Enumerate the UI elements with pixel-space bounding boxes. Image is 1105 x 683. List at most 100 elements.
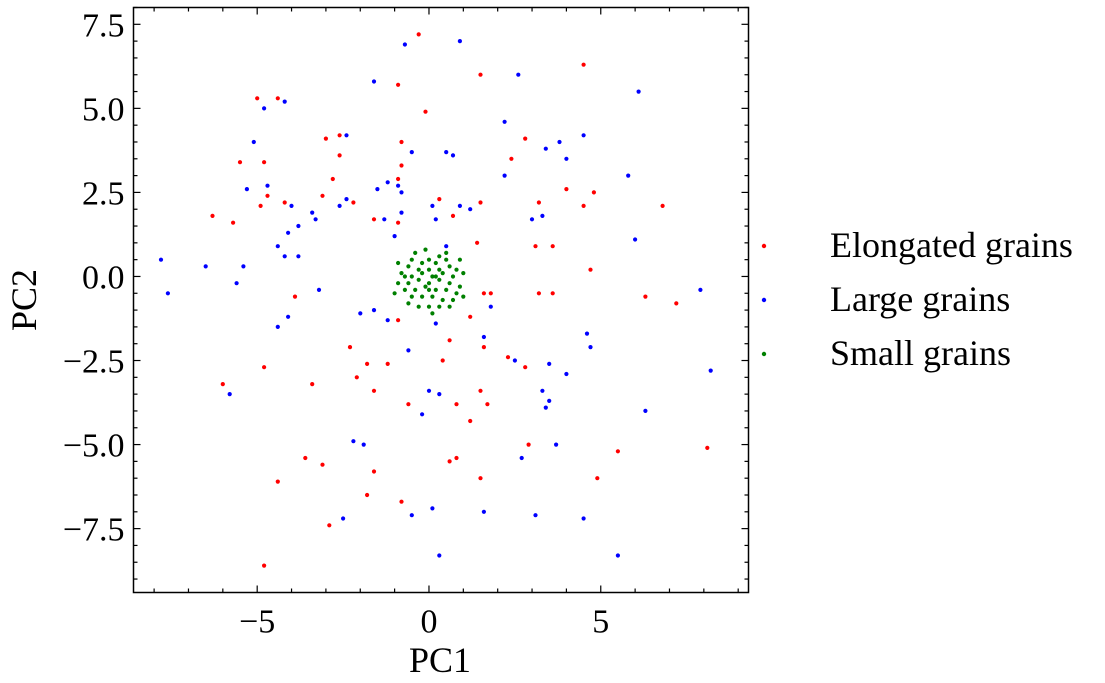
- data-point: [423, 284, 428, 289]
- data-point: [426, 287, 432, 292]
- data-point: [351, 200, 356, 205]
- data-point: [375, 187, 380, 192]
- data-point: [450, 297, 456, 303]
- data-point: [341, 516, 346, 521]
- data-point: [457, 39, 462, 44]
- data-point: [399, 499, 404, 504]
- data-point: [440, 358, 445, 363]
- data-point: [396, 176, 401, 182]
- data-point: [337, 133, 342, 138]
- data-point: [581, 516, 586, 521]
- data-point: [444, 250, 449, 255]
- data-point: [433, 260, 438, 266]
- data-point: [361, 442, 366, 447]
- legend-marker: [761, 243, 767, 249]
- data-point: [581, 133, 586, 138]
- data-point: [409, 294, 414, 299]
- data-point: [461, 271, 466, 276]
- y-tick-label: −5.0: [63, 428, 125, 465]
- data-point: [399, 163, 404, 168]
- data-point: [447, 459, 452, 464]
- legend-item: Small grains: [761, 333, 1011, 373]
- data-point: [547, 398, 552, 403]
- data-point: [450, 274, 456, 279]
- data-point: [420, 294, 425, 299]
- data-point: [636, 89, 641, 94]
- data-point: [258, 203, 263, 208]
- data-point: [454, 267, 459, 272]
- data-point: [210, 213, 215, 218]
- tick-labels: −5 0 5 −7.5 −5.0 −2.5 0.0 2.5 5.0 7.5: [63, 7, 609, 640]
- data-point: [158, 257, 164, 262]
- data-point: [705, 445, 710, 450]
- data-point: [416, 32, 421, 37]
- data-point: [416, 304, 421, 309]
- data-point: [444, 257, 449, 262]
- data-point: [468, 418, 473, 424]
- y-tick-label: 0.0: [82, 259, 125, 296]
- data-point: [437, 304, 442, 309]
- data-point: [633, 237, 638, 242]
- data-point: [433, 274, 438, 279]
- data-point: [303, 455, 308, 461]
- data-point: [385, 318, 390, 323]
- data-point: [220, 382, 225, 387]
- data-point: [457, 257, 462, 262]
- data-point: [540, 213, 545, 218]
- data-point: [402, 287, 407, 292]
- data-point: [262, 160, 267, 165]
- y-tick-label: 5.0: [82, 91, 125, 128]
- data-point: [371, 217, 377, 222]
- data-point: [447, 338, 452, 343]
- data-point: [409, 274, 414, 279]
- data-point: [310, 210, 315, 215]
- data-point: [461, 294, 466, 299]
- data-point: [416, 267, 421, 272]
- data-point: [468, 207, 473, 212]
- data-point: [371, 388, 377, 393]
- legend: Elongated grains Large grains Small grains: [761, 225, 1073, 373]
- data-point: [433, 217, 438, 222]
- data-point: [426, 281, 432, 286]
- data-point: [643, 408, 648, 413]
- data-point: [529, 217, 535, 222]
- data-point: [420, 412, 425, 417]
- data-point: [227, 392, 232, 397]
- data-point: [399, 271, 404, 276]
- data-point: [420, 260, 425, 266]
- data-point: [533, 513, 538, 518]
- x-tick-label: 5: [592, 604, 609, 641]
- y-tick-label: −2.5: [63, 344, 125, 381]
- data-point: [265, 193, 270, 198]
- data-point: [282, 99, 287, 104]
- data-point: [444, 244, 449, 249]
- legend-marker: [761, 351, 767, 357]
- data-point: [234, 281, 239, 286]
- data-point: [351, 439, 356, 444]
- data-point: [282, 254, 287, 259]
- plot-frame: [132, 6, 750, 594]
- data-point: [396, 281, 401, 286]
- data-point: [275, 96, 280, 101]
- data-point: [430, 203, 435, 208]
- data-point: [396, 82, 401, 87]
- data-point: [371, 308, 377, 313]
- data-point: [581, 62, 586, 67]
- data-point: [296, 223, 301, 229]
- data-point: [588, 267, 593, 272]
- data-point: [399, 210, 404, 215]
- data-point: [396, 318, 401, 323]
- data-point: [392, 234, 397, 239]
- data-point: [344, 197, 349, 202]
- data-point: [406, 348, 411, 353]
- data-point: [406, 281, 411, 286]
- data-point: [392, 291, 397, 296]
- data-point: [231, 220, 236, 225]
- data-point: [396, 260, 401, 266]
- data-point: [413, 250, 418, 255]
- data-point: [481, 291, 486, 296]
- data-point: [289, 203, 294, 208]
- data-point: [450, 213, 456, 218]
- data-point: [468, 314, 473, 319]
- data-point: [475, 240, 480, 245]
